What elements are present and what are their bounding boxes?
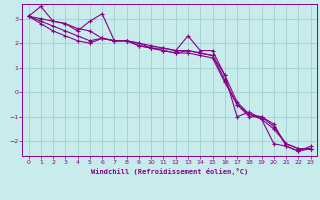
X-axis label: Windchill (Refroidissement éolien,°C): Windchill (Refroidissement éolien,°C) bbox=[91, 168, 248, 175]
